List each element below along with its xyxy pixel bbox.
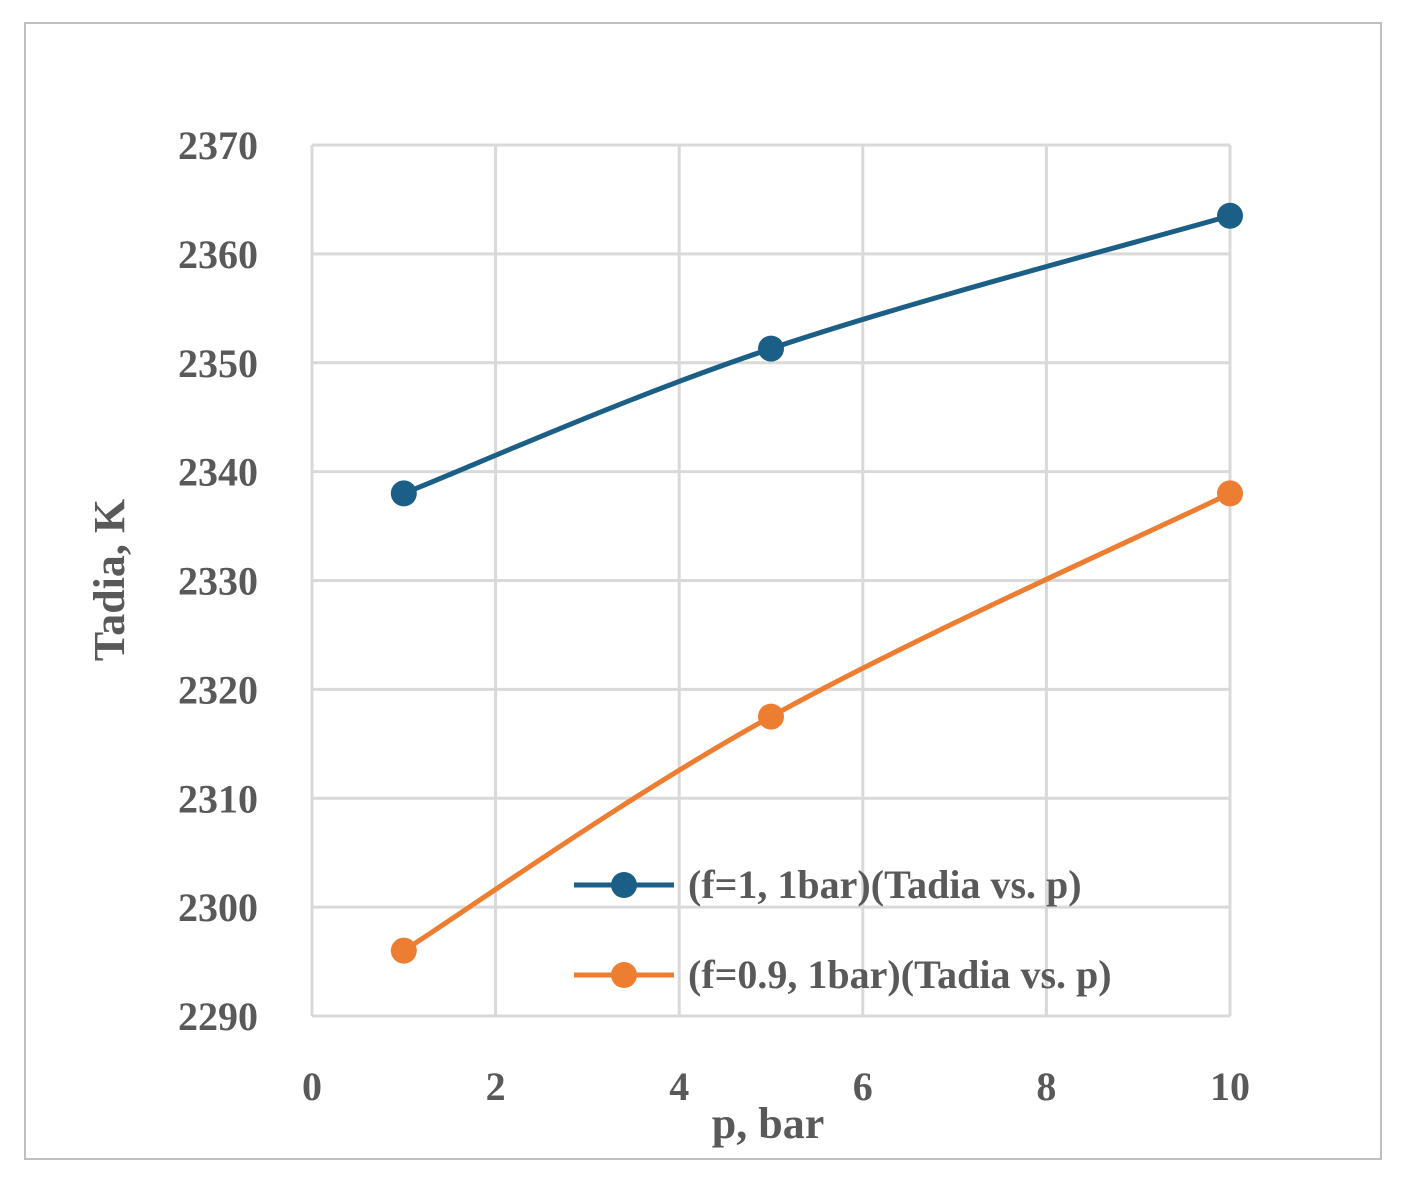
- legend-marker-1: [611, 872, 637, 898]
- series-layer: [390, 202, 1243, 964]
- grid: [310, 143, 1232, 1018]
- y-tick-label: 2350: [178, 341, 258, 386]
- series-1-point: [390, 480, 417, 507]
- x-tick-label: 6: [853, 1064, 873, 1109]
- y-axis-title: Tadia, K: [85, 499, 134, 661]
- series-2-point: [758, 703, 784, 730]
- y-tick-label: 2340: [178, 450, 258, 495]
- y-tick-label: 2370: [178, 123, 258, 168]
- x-tick-label: 2: [486, 1064, 506, 1109]
- chart-frame: [24, 22, 1382, 1160]
- y-tick-label: 2310: [178, 776, 258, 821]
- series-line-1: [402, 213, 1231, 496]
- y-tick-label: 2300: [178, 885, 258, 930]
- legend-label-1: (f=1, 1bar)(Tadia vs. p): [688, 862, 1082, 907]
- x-tick-label: 10: [1210, 1064, 1250, 1109]
- legend-label-2: (f=0.9, 1bar)(Tadia vs. p): [688, 952, 1112, 997]
- x-tick-label: 4: [669, 1064, 689, 1109]
- legend-marker-2: [611, 962, 637, 988]
- legend: (f=1, 1bar)(Tadia vs. p) (f=0.9, 1bar)(Ta…: [574, 862, 1112, 997]
- series-1-point: [1217, 202, 1243, 229]
- x-tick-labels: 0 2 4 6 8 10: [302, 1064, 1250, 1109]
- series-2-point: [1217, 480, 1243, 507]
- y-tick-label: 2290: [178, 994, 258, 1039]
- x-tick-label: 8: [1036, 1064, 1056, 1109]
- series-2-point: [390, 937, 417, 964]
- series-1-point: [758, 335, 784, 362]
- y-tick-label: 2320: [178, 667, 258, 712]
- x-tick-label: 0: [302, 1064, 322, 1109]
- y-tick-labels: 2290 2300 2310 2320 2330 2340 2350 2360 2370: [178, 123, 258, 1039]
- x-axis-title: p, bar: [712, 1099, 824, 1148]
- y-tick-label: 2360: [178, 232, 258, 277]
- y-tick-label: 2330: [178, 559, 258, 604]
